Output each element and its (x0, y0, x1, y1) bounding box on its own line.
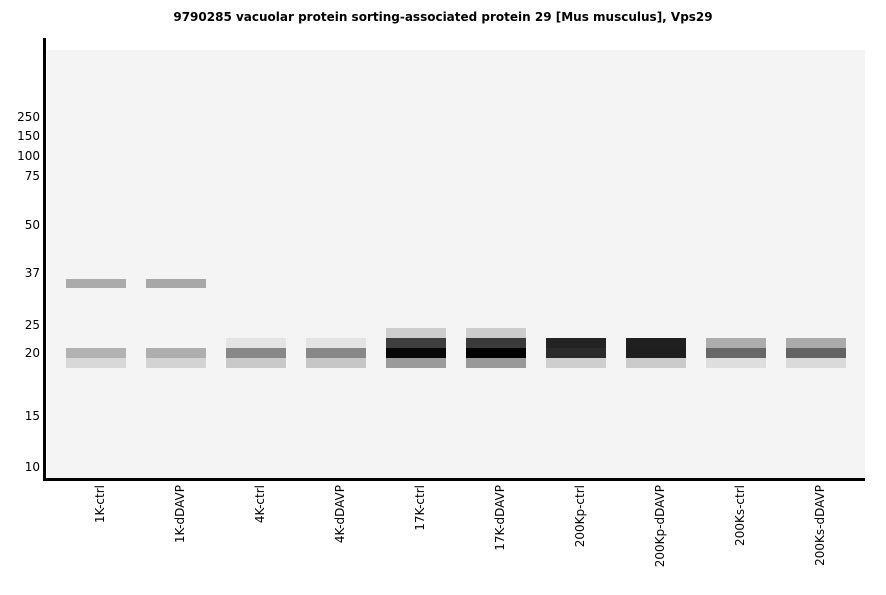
gel-band (226, 338, 286, 348)
gel-band (706, 348, 766, 358)
x-tick-label-text: 4K-ctrl (253, 485, 267, 524)
y-tick-label: 25 (24, 318, 40, 332)
gel-band (146, 279, 206, 288)
y-tick-label: 10 (24, 460, 40, 474)
x-tick-label-text: 1K-dDAVP (173, 485, 187, 544)
gel-band (466, 348, 526, 358)
y-tick-label: 150 (17, 129, 40, 143)
gel-band (66, 348, 126, 358)
plot-area (47, 50, 865, 478)
gel-band (386, 328, 446, 338)
x-tick-label-text: 17K-ctrl (413, 485, 427, 531)
gel-band (546, 348, 606, 358)
gel-band (66, 279, 126, 288)
gel-band (626, 338, 686, 348)
chart-title: 9790285 vacuolar protein sorting-associa… (173, 10, 713, 24)
x-tick-label-text: 200Ks-dDAVP (813, 485, 827, 566)
gel-band (66, 358, 126, 368)
gel-band (146, 348, 206, 358)
gel-band (466, 338, 526, 348)
gel-band (546, 358, 606, 368)
gel-band (786, 358, 846, 368)
gel-band (706, 338, 766, 348)
x-tick-label-text: 4K-dDAVP (333, 485, 347, 544)
gel-band (626, 348, 686, 358)
x-tick-label-text: 17K-dDAVP (493, 485, 507, 551)
gel-band (386, 358, 446, 368)
x-axis-spine (43, 478, 865, 481)
x-tick-label-text: 200Ks-ctrl (733, 485, 747, 546)
gel-band (706, 358, 766, 368)
gel-band (386, 338, 446, 348)
y-tick-label: 50 (24, 218, 40, 232)
gel-band (786, 338, 846, 348)
gel-band (146, 358, 206, 368)
gel-band (786, 348, 846, 358)
x-tick-label-text: 1K-ctrl (93, 485, 107, 524)
gel-band (466, 328, 526, 338)
gel-band (466, 358, 526, 368)
y-tick-label: 20 (24, 346, 40, 360)
gel-band (306, 348, 366, 358)
gel-band (626, 358, 686, 368)
y-tick-label: 37 (24, 266, 40, 280)
gel-band (226, 358, 286, 368)
y-tick-label: 75 (24, 169, 40, 183)
gel-band (306, 338, 366, 348)
x-tick-label-text: 200Kp-dDAVP (653, 485, 667, 568)
x-tick-label-text: 200Kp-ctrl (573, 485, 587, 548)
gel-band (386, 348, 446, 358)
y-axis-spine (43, 38, 46, 481)
y-tick-label: 15 (24, 409, 40, 423)
gel-band (306, 358, 366, 368)
y-tick-label: 100 (17, 149, 40, 163)
y-tick-label: 250 (17, 110, 40, 124)
gel-band (226, 348, 286, 358)
gel-band (546, 338, 606, 348)
